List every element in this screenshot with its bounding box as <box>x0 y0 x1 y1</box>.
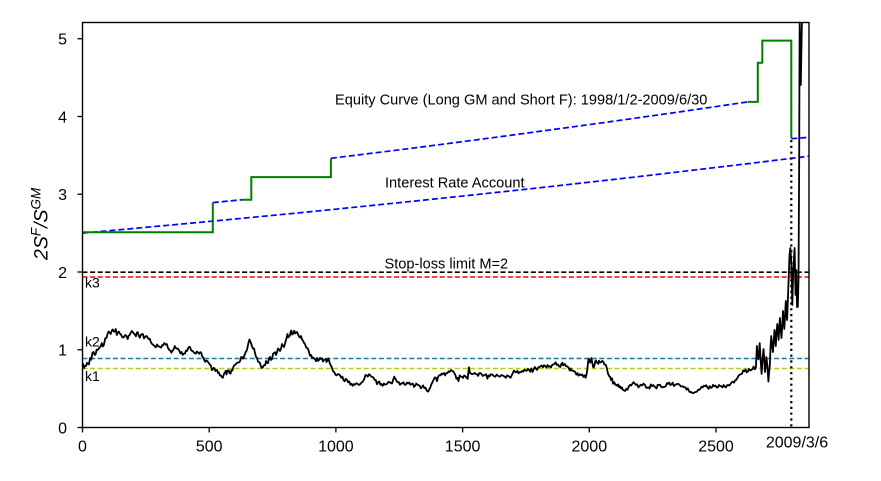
svg-text:1000: 1000 <box>318 439 354 456</box>
svg-text:3: 3 <box>58 187 67 204</box>
svg-text:5: 5 <box>58 32 67 49</box>
svg-text:k1: k1 <box>85 368 100 384</box>
svg-text:4: 4 <box>58 109 67 126</box>
svg-text:2000: 2000 <box>572 439 608 456</box>
svg-text:k3: k3 <box>85 275 100 291</box>
svg-text:0: 0 <box>58 420 67 437</box>
svg-text:2500: 2500 <box>698 439 734 456</box>
svg-text:0: 0 <box>78 439 87 456</box>
svg-text:Equity Curve (Long GM and Shor: Equity Curve (Long GM and Short F): 1998… <box>335 93 707 109</box>
svg-text:2009/3/6: 2009/3/6 <box>766 435 828 452</box>
svg-text:Stop-loss limit M=2: Stop-loss limit M=2 <box>385 257 509 273</box>
svg-text:1500: 1500 <box>445 439 481 456</box>
svg-text:Interest Rate Account: Interest Rate Account <box>385 176 525 192</box>
svg-text:1: 1 <box>58 343 67 360</box>
svg-text:2: 2 <box>58 265 67 282</box>
svg-text:500: 500 <box>196 439 223 456</box>
svg-text:k2: k2 <box>85 334 100 350</box>
